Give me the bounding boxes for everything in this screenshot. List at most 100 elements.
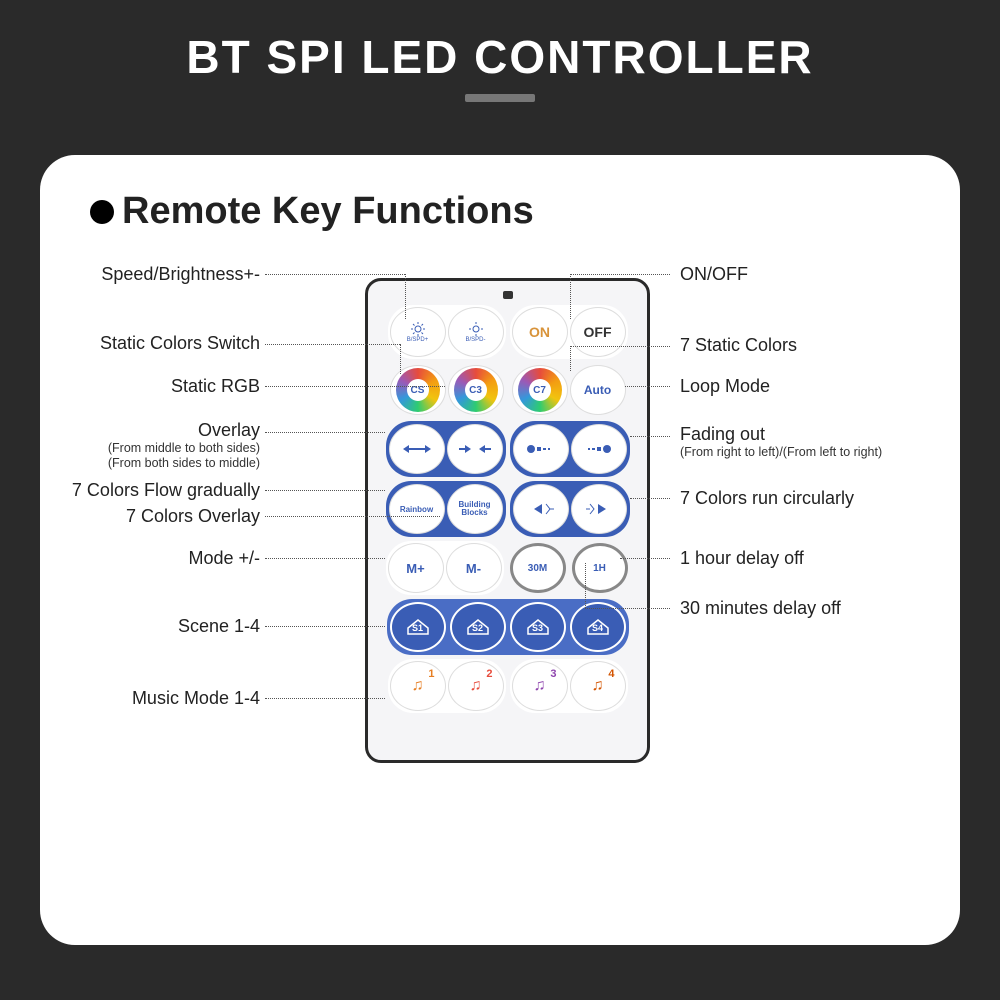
remote-led-icon xyxy=(503,291,513,299)
label-overlay: Overlay (From middle to both sides) (Fro… xyxy=(108,420,260,471)
row-4: Rainbow Building Blocks xyxy=(376,481,639,537)
connector-line xyxy=(265,344,400,345)
row-2: CS C3 C7 Auto xyxy=(376,363,639,417)
timer-1h-button[interactable]: 1H xyxy=(572,543,628,593)
connector-line xyxy=(570,274,670,275)
diagram-area: B/SPD+ B/SPD- ON OFF CS xyxy=(40,258,960,928)
connector-line xyxy=(585,563,586,608)
fade-rtl-button[interactable] xyxy=(513,424,569,474)
mode-minus-button[interactable]: M- xyxy=(446,543,502,593)
connector-line xyxy=(570,274,571,319)
connector-line xyxy=(570,346,571,371)
section-title-text: Remote Key Functions xyxy=(122,190,534,233)
music-1-button[interactable]: ♫ 1 xyxy=(390,661,446,711)
header-title: BT SPI LED CONTROLLER xyxy=(186,31,813,83)
music-note-icon: ♫ xyxy=(470,677,482,695)
label-static-switch: Static Colors Switch xyxy=(100,333,260,354)
timer-group: 30M 1H xyxy=(508,541,630,595)
music-group-b: ♫ 3 ♫ 4 xyxy=(510,659,628,713)
circular-left-button[interactable] xyxy=(513,484,569,534)
label-speed: Speed/Brightness+- xyxy=(101,264,260,285)
music-2-button[interactable]: ♫ 2 xyxy=(448,661,504,711)
connector-line xyxy=(625,386,670,387)
cs-c3-group: CS C3 xyxy=(388,363,506,417)
arrows-out-icon xyxy=(401,443,433,455)
rainbow-button[interactable]: Rainbow xyxy=(389,484,445,534)
label-scene: Scene 1-4 xyxy=(178,616,260,637)
label-fading: Fading out (From right to left)/(From le… xyxy=(680,424,882,460)
circular-right-button[interactable] xyxy=(571,484,627,534)
content-card: Remote Key Functions B/SPD+ B/SPD- xyxy=(40,155,960,945)
fade-left-icon xyxy=(526,443,556,455)
expand-out-button[interactable] xyxy=(389,424,445,474)
label-min: 30 minutes delay off xyxy=(680,598,841,619)
fade-ltr-button[interactable] xyxy=(571,424,627,474)
label-onoff: ON/OFF xyxy=(680,264,748,285)
star-right-icon xyxy=(586,502,612,516)
power-group: ON OFF xyxy=(510,305,628,359)
label-colors-overlay: 7 Colors Overlay xyxy=(126,506,260,527)
circular-group xyxy=(510,481,630,537)
rainbow-group: Rainbow Building Blocks xyxy=(386,481,506,537)
section-title: Remote Key Functions xyxy=(40,155,960,233)
connector-line xyxy=(265,558,385,559)
collapse-in-button[interactable] xyxy=(447,424,503,474)
scene-2-button[interactable]: S2 xyxy=(450,602,506,652)
label-flow: 7 Colors Flow gradually xyxy=(72,480,260,501)
row-3 xyxy=(376,421,639,477)
connector-line xyxy=(265,432,385,433)
star-left-icon xyxy=(528,502,554,516)
arrows-in-icon xyxy=(459,443,491,455)
page-header: BT SPI LED CONTROLLER xyxy=(0,0,1000,102)
speed-minus-button[interactable]: B/SPD- xyxy=(448,307,504,357)
connector-line xyxy=(570,346,670,347)
cs-button[interactable]: CS xyxy=(390,365,446,415)
scene-3-button[interactable]: S3 xyxy=(510,602,566,652)
overlay-group xyxy=(386,421,506,477)
label-mode: Mode +/- xyxy=(188,548,260,569)
mode-group: M+ M- xyxy=(386,541,504,595)
rainbow-ring-icon: C3 xyxy=(454,368,498,412)
remote-device: B/SPD+ B/SPD- ON OFF CS xyxy=(365,278,650,763)
building-blocks-button[interactable]: Building Blocks xyxy=(447,484,503,534)
rainbow-ring-icon: C7 xyxy=(518,368,562,412)
bullet-icon xyxy=(90,200,114,224)
mode-plus-button[interactable]: M+ xyxy=(388,543,444,593)
on-button[interactable]: ON xyxy=(512,307,568,357)
speed-plus-button[interactable]: B/SPD+ xyxy=(390,307,446,357)
connector-line xyxy=(630,436,670,437)
brightness-plus-icon xyxy=(408,321,428,337)
label-static7: 7 Static Colors xyxy=(680,335,797,356)
connector-line xyxy=(620,558,670,559)
connector-line xyxy=(585,608,670,609)
music-group-a: ♫ 1 ♫ 2 xyxy=(388,659,506,713)
connector-line xyxy=(265,516,440,517)
label-loop: Loop Mode xyxy=(680,376,770,397)
row-1: B/SPD+ B/SPD- ON OFF xyxy=(376,305,639,359)
connector-line xyxy=(265,490,385,491)
connector-line xyxy=(265,386,445,387)
off-button[interactable]: OFF xyxy=(570,307,626,357)
connector-line xyxy=(400,344,401,374)
row-7: ♫ 1 ♫ 2 ♫ 3 ♫ 4 xyxy=(376,659,639,713)
label-static-rgb: Static RGB xyxy=(171,376,260,397)
timer-30m-button[interactable]: 30M xyxy=(510,543,566,593)
rainbow-ring-icon: CS xyxy=(396,368,440,412)
music-note-icon: ♫ xyxy=(534,677,546,695)
label-circular: 7 Colors run circularly xyxy=(680,488,854,509)
c3-button[interactable]: C3 xyxy=(448,365,504,415)
scene-1-button[interactable]: S1 xyxy=(390,602,446,652)
fade-group xyxy=(510,421,630,477)
row-5: M+ M- 30M 1H xyxy=(376,541,639,595)
connector-line xyxy=(405,274,406,319)
music-3-button[interactable]: ♫ 3 xyxy=(512,661,568,711)
music-note-icon: ♫ xyxy=(592,677,604,695)
fade-right-icon xyxy=(584,443,614,455)
c7-button[interactable]: C7 xyxy=(512,365,568,415)
connector-line xyxy=(265,626,385,627)
brightness-minus-icon xyxy=(466,321,486,337)
music-4-button[interactable]: ♫ 4 xyxy=(570,661,626,711)
auto-button[interactable]: Auto xyxy=(570,365,626,415)
scene-4-button[interactable]: S4 xyxy=(570,602,626,652)
label-hour: 1 hour delay off xyxy=(680,548,804,569)
